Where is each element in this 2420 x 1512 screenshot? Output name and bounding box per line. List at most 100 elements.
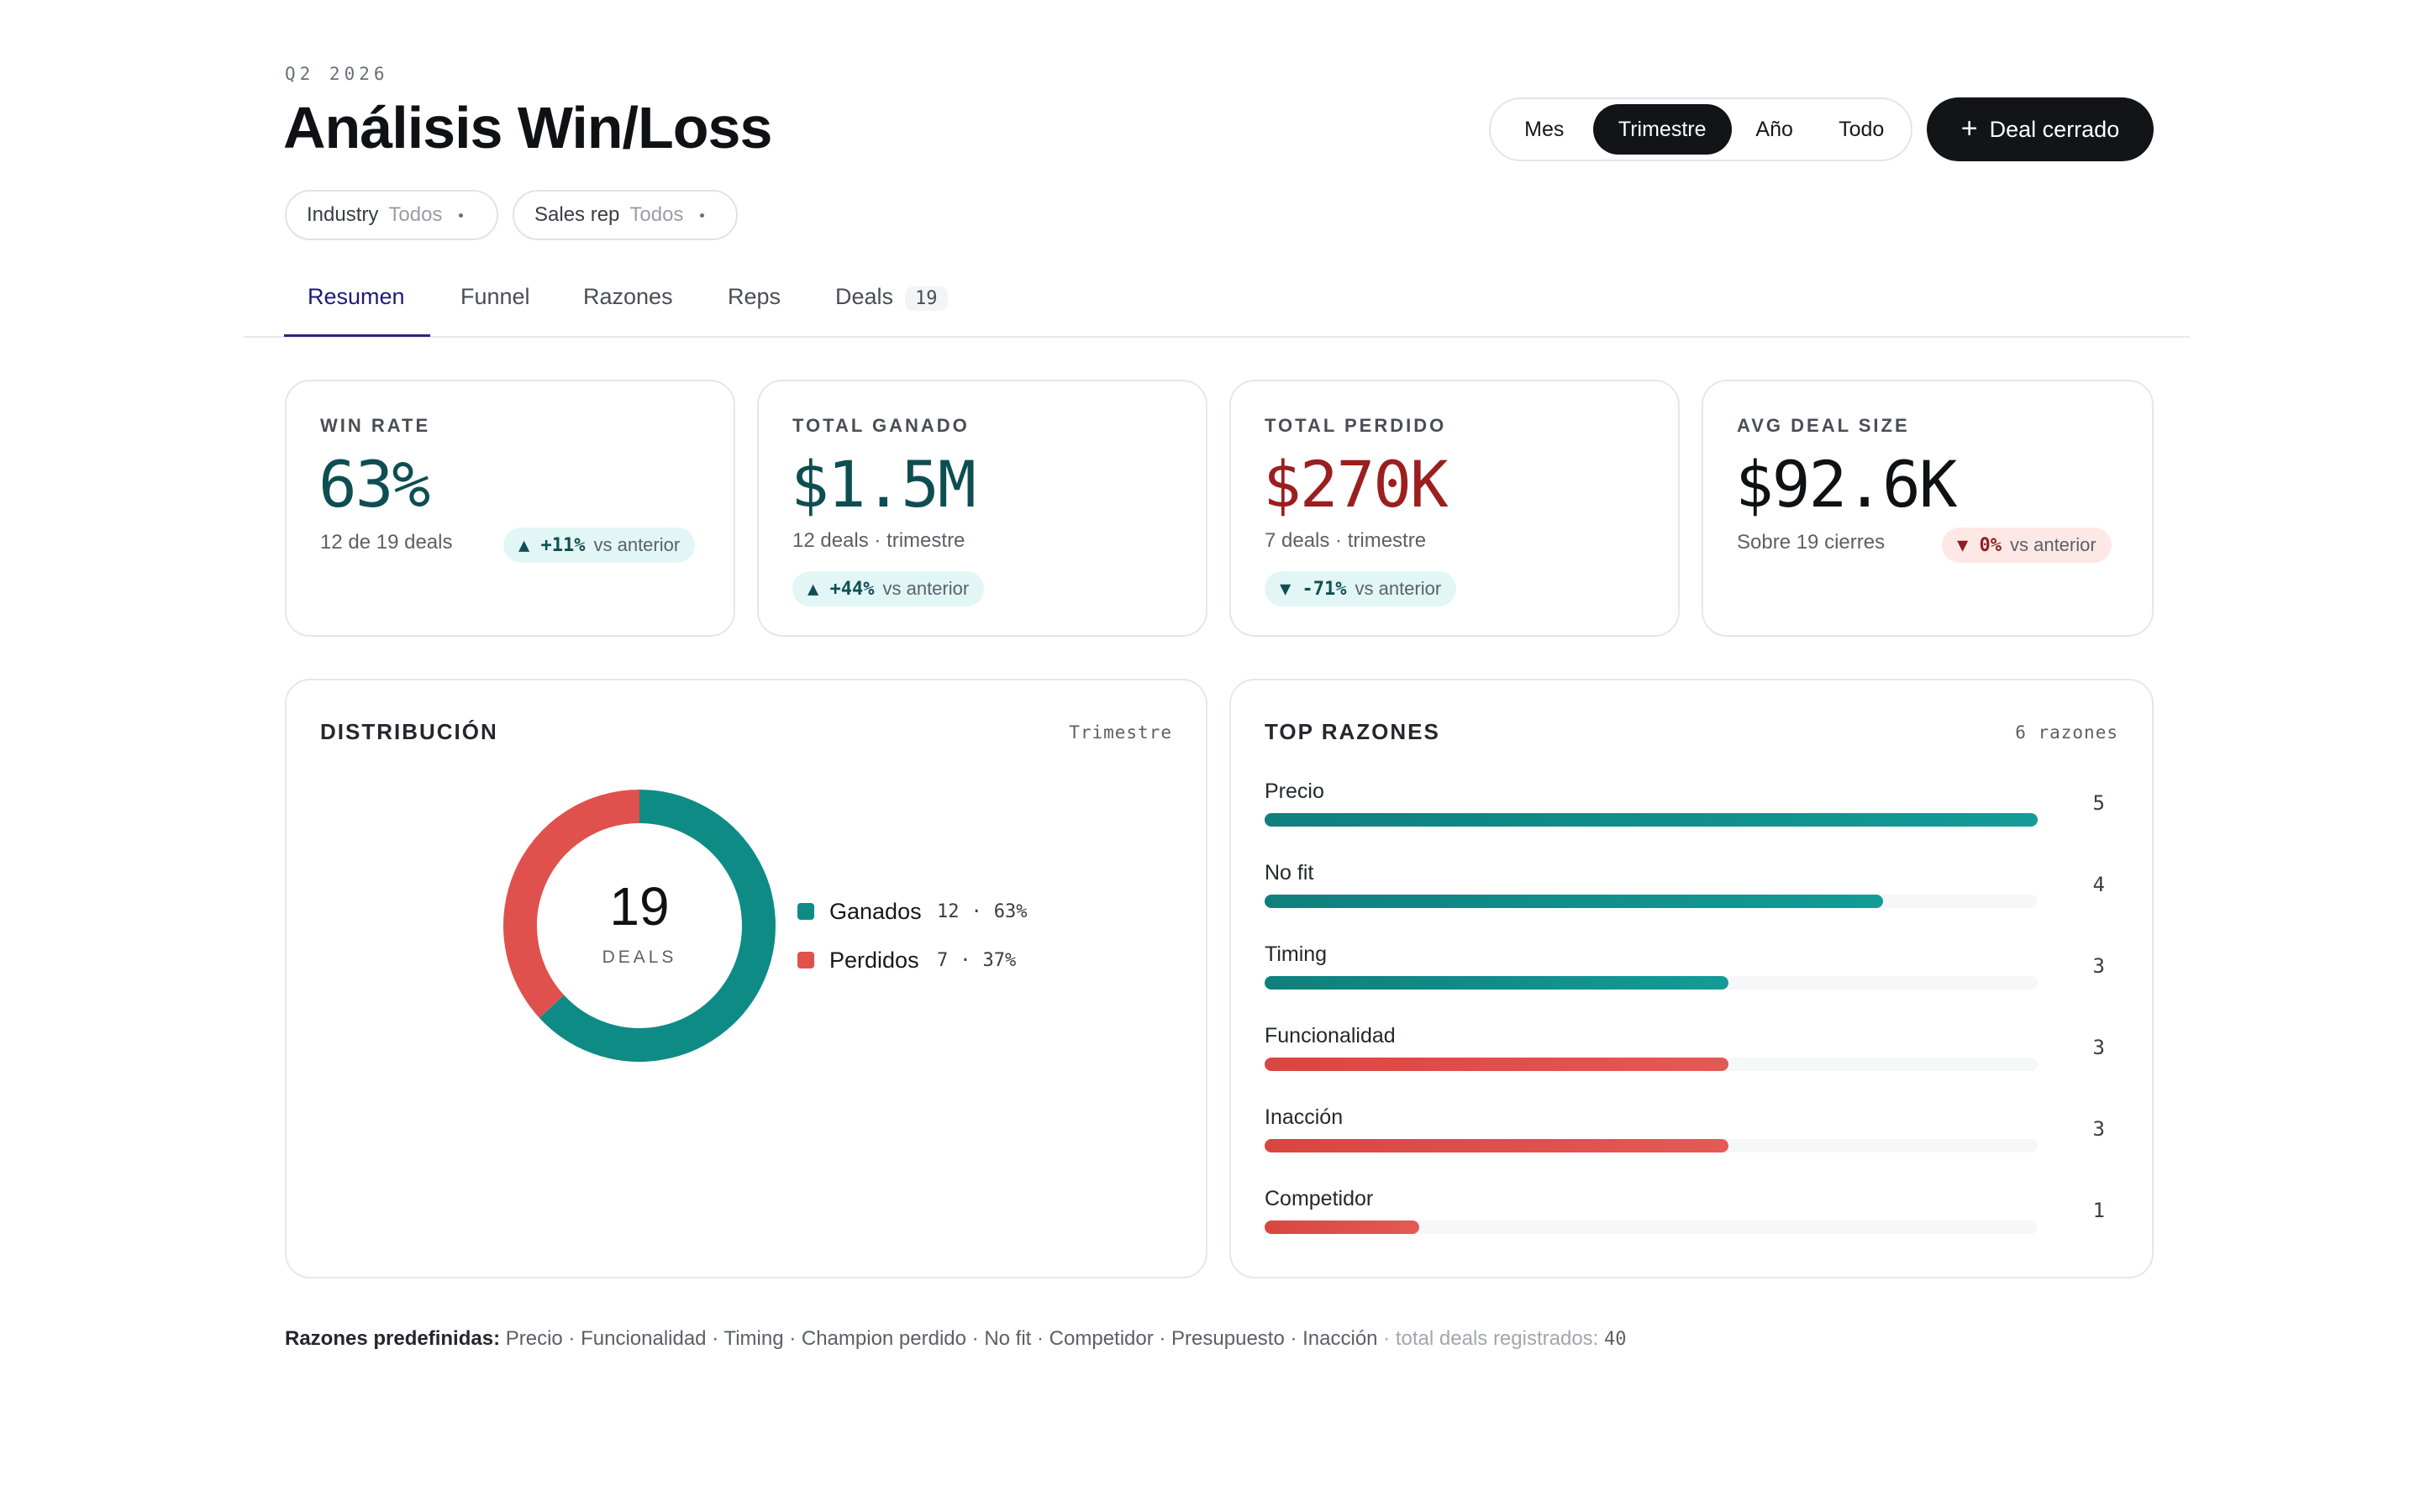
reason-bar	[1265, 976, 1728, 990]
kpi-change-badge: ▼ 0% vs anterior	[1942, 528, 2112, 563]
filter-industry[interactable]: Industry Todos	[285, 190, 498, 240]
distribution-period: Trimestre	[1069, 722, 1172, 743]
reason-count: 3	[2092, 954, 2105, 978]
reason-count: 1	[2092, 1199, 2105, 1222]
kpi-change-vs: vs anterior	[1355, 578, 1442, 599]
distribution-donut-chart	[503, 790, 776, 1062]
filter-industry-value: Todos	[388, 203, 443, 226]
reason-label: No fit	[1265, 861, 1314, 885]
reason-count: 3	[2092, 1117, 2105, 1141]
reason-count: 3	[2092, 1036, 2105, 1059]
legend-swatch	[797, 903, 814, 920]
reason-label: Timing	[1265, 942, 1328, 966]
kpi-change-vs: vs anterior	[593, 534, 681, 555]
kpi-card-total-perdido: TOTAL PERDIDO $270K 7 deals · trimestre …	[1229, 380, 1680, 637]
kpi-label: AVG DEAL SIZE	[1737, 415, 1910, 436]
reason-label: Inacción	[1265, 1105, 1344, 1129]
kpi-change-value: ▼ 0%	[1957, 534, 2002, 556]
reason-bar-track	[1265, 976, 2038, 990]
kpi-label: TOTAL GANADO	[792, 415, 970, 436]
kpi-sub: 12 deals · trimestre	[792, 529, 965, 552]
tab-reps[interactable]: Reps	[728, 284, 781, 309]
top-reasons-title: TOP RAZONES	[1265, 719, 1440, 744]
tab-active-indicator	[284, 334, 430, 337]
legend-swatch	[797, 952, 814, 969]
reason-bar-track	[1265, 895, 2038, 908]
period-option-mes[interactable]: Mes	[1524, 117, 1565, 141]
legend-separator: ·	[971, 900, 982, 922]
page-title: Análisis Win/Loss	[283, 95, 772, 160]
legend-count: 7	[937, 949, 949, 971]
legend-pct: 63%	[993, 900, 1028, 922]
kpi-card-total-ganado: TOTAL GANADO $1.5M 12 deals · trimestre …	[757, 380, 1207, 637]
reason-bar-track	[1265, 1139, 2038, 1152]
legend-item-ganados: Ganados 12 · 63%	[797, 887, 1028, 936]
kpi-change-value: ▲ +44%	[808, 578, 875, 600]
deal-cerrado-label: Deal cerrado	[1989, 116, 2120, 142]
legend-name: Ganados	[829, 898, 922, 924]
reason-bar-track	[1265, 813, 2038, 827]
footer-total-label: · total deals registrados:	[1383, 1327, 1599, 1350]
donut-slice-perdidos	[503, 790, 640, 1018]
kpi-label: TOTAL PERDIDO	[1265, 415, 1447, 436]
kpi-change-badge: ▲ +44% vs anterior	[792, 571, 985, 606]
reason-bar	[1265, 813, 2038, 827]
tab-bar: Resumen Funnel Razones Reps Deals 19	[244, 277, 2190, 338]
kpi-change-badge: ▲ +11% vs anterior	[503, 528, 696, 563]
kpi-change-value: ▲ +11%	[518, 534, 586, 556]
legend-separator: ·	[960, 949, 971, 971]
donut-total: 19	[609, 876, 670, 937]
reason-bar	[1265, 1139, 1728, 1152]
footer-reasons-list: Precio · Funcionalidad · Timing · Champi…	[505, 1327, 1378, 1350]
reason-bar	[1265, 895, 1883, 908]
deal-cerrado-button[interactable]: + Deal cerrado	[1927, 97, 2154, 161]
period-option-ano[interactable]: Año	[1755, 117, 1793, 141]
tab-resumen[interactable]: Resumen	[308, 284, 405, 309]
period-option-todo[interactable]: Todo	[1839, 117, 1885, 141]
dropdown-dot-icon	[459, 213, 464, 218]
filter-sales-rep[interactable]: Sales rep Todos	[513, 190, 738, 240]
kpi-value: $1.5M	[791, 447, 976, 522]
period-segmented-control: Mes Trimestre Año Todo	[1489, 97, 1912, 161]
tab-deals-label: Deals	[835, 284, 894, 309]
reason-label: Funcionalidad	[1265, 1024, 1396, 1047]
distribution-card: DISTRIBUCIÓN Trimestre 19 DEALS Ganados …	[285, 679, 1207, 1278]
tab-funnel[interactable]: Funnel	[460, 284, 530, 309]
legend-name: Perdidos	[829, 947, 919, 973]
reason-bar-track	[1265, 1058, 2038, 1071]
kpi-sub: Sobre 19 cierres	[1737, 531, 1886, 554]
filter-sales-rep-value: Todos	[629, 203, 684, 226]
kpi-sub: 7 deals · trimestre	[1265, 529, 1427, 552]
top-reasons-card: TOP RAZONES 6 razones Precio 5 No fit 4 Timi…	[1229, 679, 2154, 1278]
footer-total-value: 40	[1604, 1329, 1627, 1350]
period-eyebrow: Q2 2026	[285, 64, 389, 84]
distribution-title: DISTRIBUCIÓN	[320, 719, 498, 744]
distribution-legend: Ganados 12 · 63% Perdidos 7 · 37%	[797, 887, 1028, 984]
kpi-label: WIN RATE	[320, 415, 431, 436]
kpi-change-value: ▼ -71%	[1280, 578, 1347, 600]
kpi-change-badge: ▼ -71% vs anterior	[1265, 571, 1457, 606]
reason-count: 5	[2092, 791, 2105, 815]
donut-total-label: DEALS	[602, 948, 677, 967]
tab-deals-count: 19	[905, 286, 948, 311]
reason-bar	[1265, 1058, 1728, 1071]
kpi-value: $92.6K	[1735, 447, 1958, 522]
filter-industry-label: Industry	[307, 203, 379, 226]
kpi-sub: 12 de 19 deals	[320, 531, 453, 554]
donut-slice-ganados	[539, 790, 776, 1062]
kpi-value: 63%	[318, 447, 430, 522]
legend-pct: 37%	[982, 949, 1017, 971]
reason-bar-track	[1265, 1221, 2038, 1234]
dropdown-dot-icon	[700, 213, 705, 218]
kpi-card-win-rate: WIN RATE 63% 12 de 19 deals ▲ +11% vs an…	[285, 380, 735, 637]
plus-icon: +	[1960, 112, 1978, 144]
reason-count: 4	[2092, 873, 2105, 896]
footer-note: Razones predefinidas: Precio · Funcional…	[285, 1327, 1627, 1351]
kpi-change-vs: vs anterior	[2009, 534, 2096, 555]
kpi-value: $270K	[1263, 447, 1449, 522]
tab-razones[interactable]: Razones	[583, 284, 673, 309]
tab-deals[interactable]: Deals 19	[835, 277, 948, 338]
legend-item-perdidos: Perdidos 7 · 37%	[797, 936, 1028, 984]
filter-sales-rep-label: Sales rep	[534, 203, 620, 226]
period-option-trimestre[interactable]: Trimestre	[1592, 104, 1732, 155]
